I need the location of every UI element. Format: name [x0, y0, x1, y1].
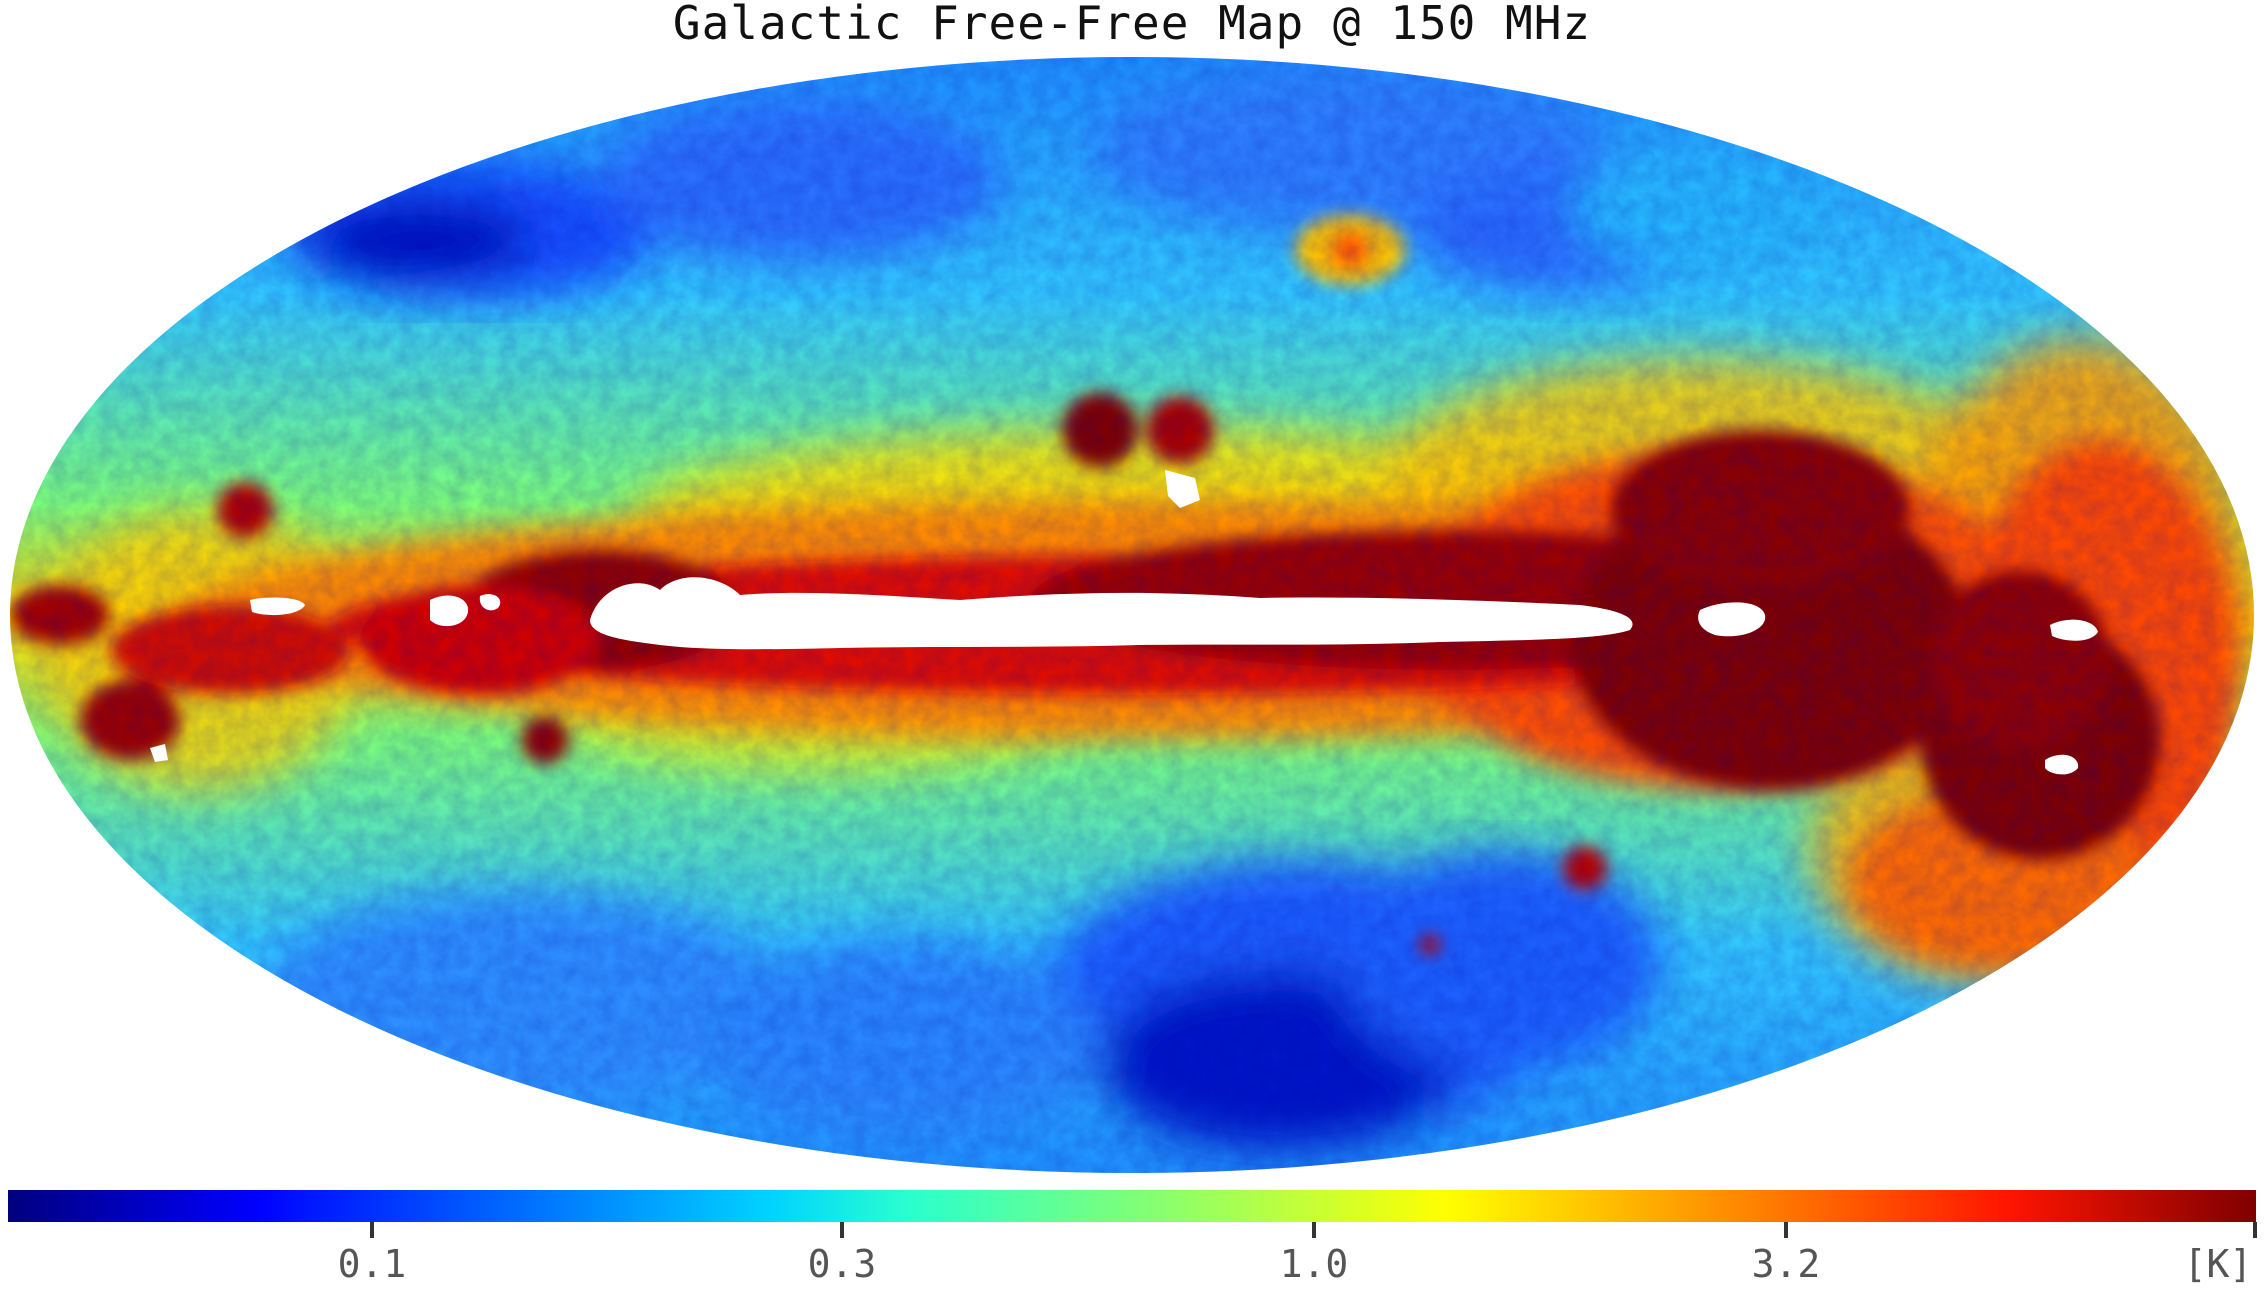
colorbar-ticks	[370, 1222, 2257, 1238]
colorbar-tick-label: 0.1	[337, 1242, 407, 1286]
sky-emission	[10, 57, 2254, 1173]
colorbar-tick-label: 3.2	[1751, 1242, 1821, 1286]
colorbar	[8, 1190, 2256, 1222]
colorbar-tick-label: 0.3	[807, 1242, 877, 1286]
colorbar-tick-label: 1.0	[1279, 1242, 1349, 1286]
colorbar-unit-label: [K]	[2183, 1242, 2253, 1286]
map-title: Galactic Free-Free Map @ 150 MHz	[672, 0, 1592, 50]
masked-region	[150, 470, 2098, 775]
